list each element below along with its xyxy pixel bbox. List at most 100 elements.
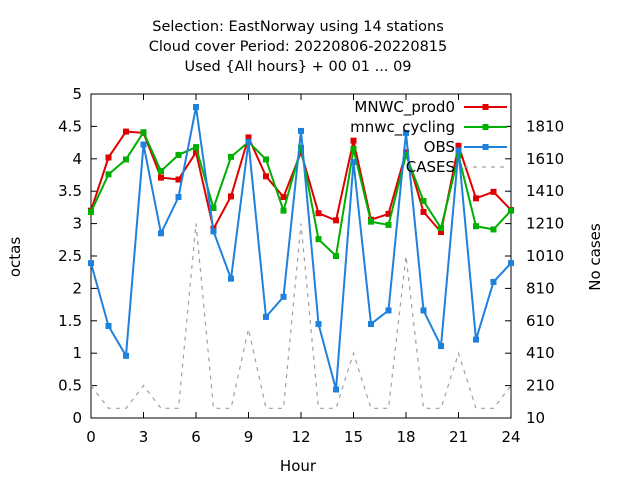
data-point-OBS: [473, 336, 479, 343]
data-point-OBS: [263, 313, 269, 320]
data-point-OBS: [193, 103, 199, 110]
x-tick-label: 9: [244, 428, 254, 446]
x-tick-label: 15: [344, 428, 363, 446]
data-point-OBS: [455, 147, 462, 154]
data-point-MNWC_prod0: [490, 188, 497, 195]
data-point-mnwc_cycling: [228, 153, 234, 160]
legend-marker: [482, 144, 489, 150]
y-tick-label: 3: [72, 215, 82, 233]
x-tick-label: 21: [449, 428, 468, 446]
data-point-mnwc_cycling: [210, 205, 217, 212]
data-point-OBS: [88, 260, 94, 267]
data-point-MNWC_prod0: [105, 154, 112, 161]
chart-title-line-3: Used {All hours} + 00 01 ... 09: [184, 59, 411, 75]
data-point-mnwc_cycling: [315, 236, 322, 243]
data-point-mnwc_cycling: [298, 144, 304, 151]
y2-tick-label: 410: [526, 344, 555, 362]
data-point-OBS: [228, 275, 234, 282]
y2-tick-label: 1410: [526, 182, 564, 200]
data-point-MNWC_prod0: [333, 217, 339, 224]
data-point-MNWC_prod0: [473, 195, 479, 202]
y2-tick-label: 210: [526, 377, 555, 395]
data-point-mnwc_cycling: [350, 146, 357, 153]
data-point-mnwc_cycling: [158, 168, 164, 175]
data-point-MNWC_prod0: [193, 149, 199, 156]
x-tick-label: 0: [86, 428, 96, 446]
data-point-OBS: [245, 138, 252, 145]
data-point-OBS: [158, 230, 164, 237]
x-tick-label: 12: [291, 428, 310, 446]
data-point-MNWC_prod0: [263, 173, 269, 180]
chart-title-line-2: Cloud cover Period: 20220806-20220815: [149, 39, 448, 55]
data-point-MNWC_prod0: [175, 176, 182, 183]
legend-label: OBS: [424, 138, 455, 156]
data-point-OBS: [333, 386, 339, 393]
data-point-MNWC_prod0: [280, 194, 287, 201]
data-point-mnwc_cycling: [385, 221, 392, 228]
y-tick-label: 0.5: [58, 377, 82, 395]
data-point-MNWC_prod0: [123, 128, 129, 135]
data-point-OBS: [210, 228, 217, 235]
y-tick-label: 0: [72, 409, 82, 427]
y-tick-label: 2: [72, 279, 82, 297]
chart-title-line-1: Selection: EastNorway using 14 stations: [152, 19, 444, 35]
data-point-mnwc_cycling: [508, 207, 514, 214]
data-point-mnwc_cycling: [123, 156, 129, 163]
data-point-MNWC_prod0: [455, 142, 462, 149]
data-point-mnwc_cycling: [105, 171, 112, 178]
data-point-OBS: [508, 260, 514, 267]
data-point-MNWC_prod0: [245, 134, 252, 141]
legend-marker: [482, 104, 489, 110]
x-axis-label: Hour: [280, 457, 317, 475]
y2-tick-label: 810: [526, 279, 555, 297]
x-tick-label: 24: [501, 428, 520, 446]
data-point-mnwc_cycling: [193, 144, 199, 151]
data-point-mnwc_cycling: [490, 226, 497, 233]
data-point-MNWC_prod0: [350, 137, 357, 144]
data-point-MNWC_prod0: [158, 174, 164, 181]
data-point-OBS: [175, 194, 182, 201]
data-point-OBS: [438, 343, 444, 350]
legend-label: mnwc_cycling: [350, 118, 455, 137]
y2-axis-label: No cases: [586, 223, 604, 291]
axes: 00.511.522.533.544.551021041061081010101…: [58, 85, 564, 446]
data-point-mnwc_cycling: [263, 156, 269, 163]
y2-tick-label: 1010: [526, 247, 564, 265]
data-point-mnwc_cycling: [280, 207, 287, 214]
data-point-OBS: [350, 159, 357, 166]
data-point-mnwc_cycling: [368, 218, 374, 225]
x-tick-label: 18: [396, 428, 415, 446]
data-point-OBS: [123, 352, 129, 359]
legend-marker: [482, 124, 489, 130]
data-point-OBS: [385, 307, 392, 314]
series-line-CASES: [90, 223, 512, 409]
data-point-OBS: [315, 321, 322, 328]
y-tick-label: 1: [72, 344, 82, 362]
legend-label: MNWC_prod0: [354, 98, 455, 117]
data-point-mnwc_cycling: [403, 151, 409, 158]
data-point-OBS: [368, 321, 374, 328]
data-point-mnwc_cycling: [88, 208, 94, 215]
data-point-MNWC_prod0: [385, 210, 392, 217]
y-tick-label: 2.5: [58, 247, 82, 265]
y2-tick-label: 10: [526, 409, 545, 427]
data-point-mnwc_cycling: [333, 253, 339, 259]
data-point-OBS: [403, 129, 409, 136]
data-point-OBS: [298, 127, 304, 134]
data-point-OBS: [420, 307, 427, 314]
data-point-OBS: [280, 293, 287, 300]
y-axis-label: octas: [6, 237, 24, 277]
y2-tick-label: 1610: [526, 150, 564, 168]
data-point-MNWC_prod0: [420, 208, 427, 215]
data-point-MNWC_prod0: [315, 210, 322, 217]
y-tick-label: 5: [72, 85, 82, 103]
data-point-OBS: [140, 141, 147, 148]
y2-tick-label: 1210: [526, 215, 564, 233]
x-tick-label: 6: [191, 428, 201, 446]
y-tick-label: 3.5: [58, 182, 82, 200]
y-tick-label: 4: [72, 150, 82, 168]
data-point-OBS: [490, 278, 497, 285]
data-point-mnwc_cycling: [438, 225, 444, 232]
